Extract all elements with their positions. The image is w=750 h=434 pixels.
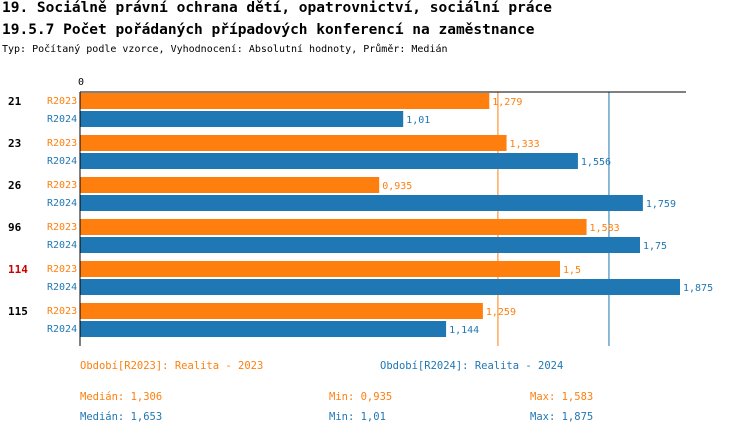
bar-r2023-21 [80,93,490,109]
legend-r2024: Období[R2024]: Realita - 2024 [380,360,564,372]
value-label-r2024-26: 1,759 [646,199,676,210]
value-label-r2023-21: 1,279 [492,97,522,108]
stat-r2023-min: Min: 0,935 [329,391,393,403]
category-label-23: 23 [8,137,21,150]
category-label-114: 114 [8,263,28,276]
value-label-r2024-114: 1,875 [683,283,713,294]
series-label-r2024-21: R2024 [47,114,77,125]
stat-r2023-max: Max: 1,583 [530,391,594,403]
category-label-115: 115 [8,305,28,318]
x-axis-zero-label: 0 [78,77,84,88]
series-label-r2023-26: R2023 [47,180,77,191]
bar-r2024-115 [80,321,447,337]
series-label-r2023-114: R2023 [47,264,77,275]
category-label-26: 26 [8,179,22,192]
series-label-r2024-96: R2024 [47,240,77,251]
value-label-r2023-23: 1,333 [510,139,540,150]
category-label-96: 96 [8,221,22,234]
chart-title: 19. Sociálně právní ochrana dětí, opatro… [2,0,552,16]
value-label-r2023-115: 1,259 [486,307,516,318]
bar-r2023-26 [80,177,380,193]
value-label-r2024-96: 1,75 [643,241,667,252]
series-label-r2024-115: R2024 [47,324,77,335]
bar-r2024-21 [80,111,404,127]
bar-r2024-26 [80,195,643,211]
value-label-r2023-114: 1,5 [563,265,581,276]
series-label-r2024-23: R2024 [47,156,77,167]
value-label-r2024-23: 1,556 [581,157,611,168]
series-label-r2023-115: R2023 [47,306,77,317]
bar-r2023-23 [80,135,507,151]
value-label-r2024-115: 1,144 [449,325,479,336]
series-label-r2024-114: R2024 [47,282,77,293]
bar-r2024-114 [80,279,680,295]
bar-r2024-23 [80,153,578,169]
stat-r2024-median: Medián: 1,653 [80,411,163,423]
series-label-r2024-26: R2024 [47,198,77,209]
series-label-r2023-23: R2023 [47,138,77,149]
category-label-21: 21 [8,95,22,108]
series-label-r2023-96: R2023 [47,222,77,233]
value-label-r2023-96: 1,583 [590,223,620,234]
series-label-r2023-21: R2023 [47,96,77,107]
legend-r2023: Období[R2023]: Realita - 2023 [80,360,264,372]
chart-subtitle-title: 19.5.7 Počet pořádaných případových konf… [2,22,535,38]
stat-r2024-min: Min: 1,01 [329,411,386,423]
value-label-r2023-26: 0,935 [382,181,412,192]
chart-type-description: Typ: Počítaný podle vzorce, Vyhodnocení:… [2,44,448,55]
bar-r2024-96 [80,237,640,253]
bar-r2023-115 [80,303,483,319]
bar-r2023-96 [80,219,587,235]
stat-r2024-max: Max: 1,875 [530,411,594,423]
stat-r2023-median: Medián: 1,306 [80,391,163,403]
value-label-r2024-21: 1,01 [406,115,430,126]
bar-r2023-114 [80,261,560,277]
